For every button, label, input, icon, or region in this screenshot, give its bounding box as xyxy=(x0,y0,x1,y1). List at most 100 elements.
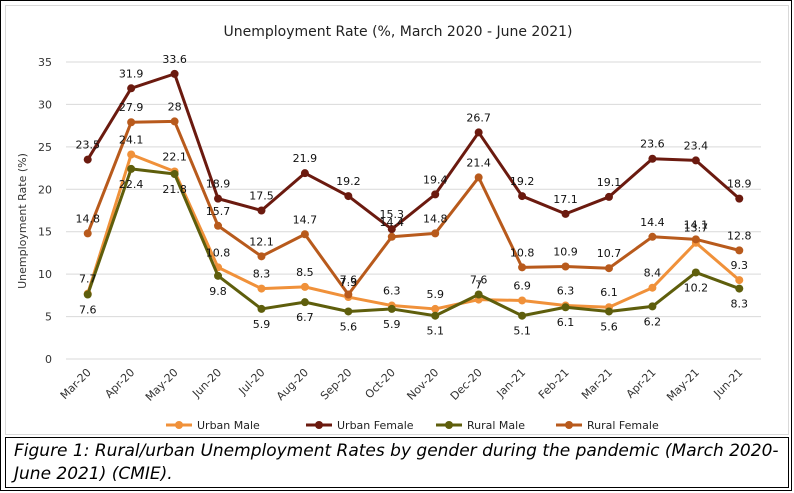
data-point-urban-female xyxy=(257,206,266,215)
data-point-urban-female xyxy=(344,192,353,201)
legend-marker-urban-female xyxy=(315,421,323,429)
data-label-urban-male: 13.7 xyxy=(684,222,709,235)
data-label-rural-female: 10.7 xyxy=(597,247,622,260)
data-label-rural-male: 10.2 xyxy=(684,281,709,294)
x-tick-labels: Mar-20 Apr-20 May-20 Jun-20 Jul-20 Aug-20 Sep-… xyxy=(58,366,746,404)
data-label-urban-male: 7 xyxy=(475,279,482,292)
x-tick-label: Sep-20 xyxy=(318,366,355,403)
data-label-urban-male: 7.7 xyxy=(79,273,97,286)
data-label-urban-male: 8.3 xyxy=(253,268,271,281)
figure-caption: Figure 1: Rural/urban Unemployment Rates… xyxy=(5,437,789,488)
x-tick-label: May-20 xyxy=(143,366,181,404)
data-point-rural-female xyxy=(300,230,309,239)
data-point-rural-male xyxy=(127,164,136,173)
data-label-urban-female: 19.2 xyxy=(336,175,361,188)
line-chart: Unemployment Rate (%, March 2020 - June … xyxy=(16,24,761,432)
data-point-urban-male xyxy=(300,282,309,291)
y-tick-labels: 0 5 10 15 20 25 30 35 xyxy=(38,56,52,366)
data-point-rural-male xyxy=(300,298,309,307)
data-point-rural-female xyxy=(561,262,570,271)
x-tick-label: Oct-20 xyxy=(363,366,398,401)
legend-label-rural-male: Rural Male xyxy=(467,419,525,432)
legend-marker-rural-male xyxy=(445,421,453,429)
y-tick-label: 25 xyxy=(38,141,52,154)
data-label-urban-male: 9.3 xyxy=(731,259,749,272)
data-label-rural-male: 5.6 xyxy=(340,320,358,333)
data-label-urban-female: 17.5 xyxy=(249,190,274,203)
data-point-rural-male xyxy=(518,311,527,320)
data-label-urban-male: 8.4 xyxy=(644,267,662,280)
data-label-urban-male: 6.3 xyxy=(383,285,401,298)
data-point-urban-male xyxy=(257,284,266,293)
data-point-urban-female xyxy=(214,194,223,203)
x-tick-label: May-21 xyxy=(664,366,702,404)
data-label-rural-male: 6.1 xyxy=(557,316,575,329)
data-label-rural-male: 7.6 xyxy=(470,274,488,287)
data-label-urban-female: 23.4 xyxy=(684,139,709,152)
data-label-urban-female: 26.7 xyxy=(466,111,491,124)
data-label-urban-male: 6.3 xyxy=(557,285,575,298)
legend: Urban Male Urban Female Rural Male Rural Fe… xyxy=(166,419,659,432)
x-tick-label: Aug-20 xyxy=(274,366,311,403)
data-label-rural-male: 5.6 xyxy=(600,320,618,333)
data-point-rural-male xyxy=(431,311,440,320)
data-label-rural-female: 14.7 xyxy=(293,213,318,226)
data-label-urban-male: 8.5 xyxy=(296,266,314,279)
y-tick-label: 30 xyxy=(38,98,52,111)
data-label-urban-female: 19.1 xyxy=(597,176,622,189)
data-point-rural-female xyxy=(431,229,440,238)
x-tick-label: Apr-21 xyxy=(624,366,659,401)
data-point-urban-male xyxy=(648,283,657,292)
data-label-rural-female: 15.7 xyxy=(206,205,231,218)
data-point-rural-male xyxy=(691,268,700,277)
legend-label-rural-female: Rural Female xyxy=(587,419,659,432)
data-point-rural-female xyxy=(735,246,744,255)
data-point-rural-male xyxy=(83,290,92,299)
data-point-rural-male xyxy=(474,290,483,299)
data-point-urban-female xyxy=(83,155,92,164)
data-label-rural-male: 8.3 xyxy=(731,298,749,311)
data-label-urban-male: 10.8 xyxy=(206,246,231,259)
data-point-rural-female xyxy=(691,235,700,244)
data-label-rural-female: 21.4 xyxy=(466,156,491,169)
data-label-urban-female: 23.5 xyxy=(75,139,100,152)
data-point-urban-female xyxy=(300,169,309,178)
data-label-rural-male: 9.8 xyxy=(209,285,227,298)
data-label-urban-female: 23.6 xyxy=(640,138,665,151)
data-label-urban-female: 33.6 xyxy=(162,53,187,66)
data-label-rural-male: 21.8 xyxy=(162,183,187,196)
data-point-urban-female xyxy=(561,209,570,218)
data-label-urban-female: 18.9 xyxy=(727,178,752,191)
data-label-urban-female: 18.9 xyxy=(206,178,231,191)
legend-label-urban-female: Urban Female xyxy=(337,419,414,432)
data-point-rural-female xyxy=(474,173,483,182)
data-point-urban-female xyxy=(735,194,744,203)
data-point-urban-male xyxy=(735,276,744,285)
y-tick-label: 35 xyxy=(38,56,52,69)
data-label-rural-male: 6.7 xyxy=(296,311,314,324)
data-point-rural-female xyxy=(344,290,353,299)
data-point-urban-female xyxy=(604,192,613,201)
data-label-rural-male: 7.6 xyxy=(79,304,97,317)
data-label-rural-male: 5.1 xyxy=(426,325,444,338)
data-label-rural-male: 5.9 xyxy=(383,318,401,331)
data-point-rural-male xyxy=(648,302,657,311)
x-tick-label: Mar-21 xyxy=(579,366,615,402)
data-label-urban-female: 17.1 xyxy=(553,193,578,206)
y-tick-label: 20 xyxy=(38,183,52,196)
data-label-urban-male: 7.3 xyxy=(340,276,358,289)
chart-title: Unemployment Rate (%, March 2020 - June … xyxy=(223,24,572,40)
data-label-urban-female: 19.2 xyxy=(510,175,535,188)
y-axis-title: Unemployment Rate (%) xyxy=(16,153,29,289)
data-label-urban-male: 24.1 xyxy=(119,133,144,146)
x-tick-label: Jul-20 xyxy=(236,366,268,398)
data-label-urban-male: 6.1 xyxy=(600,286,618,299)
data-point-urban-female xyxy=(127,84,136,93)
data-label-rural-female: 14.4 xyxy=(640,216,665,229)
data-point-rural-female xyxy=(257,252,266,261)
series-line-urban-male xyxy=(86,152,741,311)
data-label-rural-male: 5.1 xyxy=(513,325,531,338)
data-label-rural-female: 12.8 xyxy=(727,229,752,242)
data-point-urban-female xyxy=(518,192,527,201)
data-point-rural-male xyxy=(257,304,266,313)
